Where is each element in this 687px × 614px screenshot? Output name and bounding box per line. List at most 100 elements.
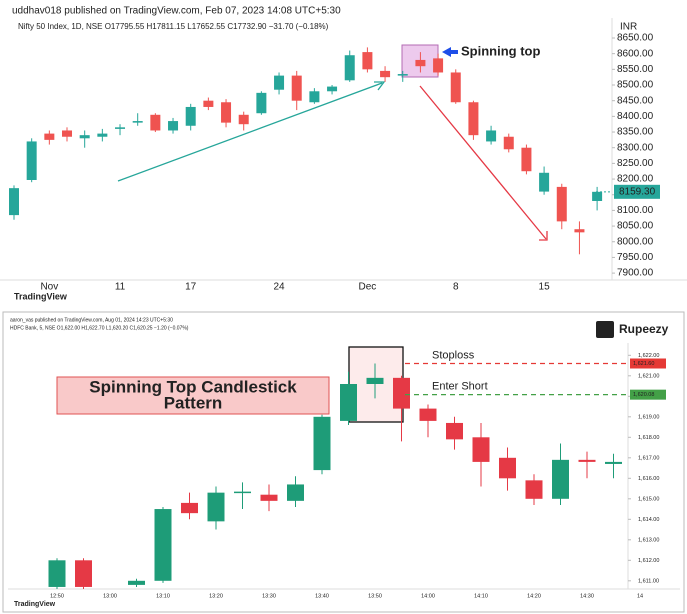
arrow-head [539,231,548,241]
chart-title: aaron_vas published on TradingView.com, … [10,317,173,323]
candle-body [419,408,437,421]
x-tick-label: 13:30 [262,593,276,599]
candle-body [380,70,391,78]
y-axis-label: INR [620,22,637,33]
candle-body [574,229,585,233]
candle-body [221,102,232,123]
x-tick-label: 17 [185,282,197,293]
y-tick-label: 7900.00 [617,268,654,279]
y-tick-label: 8600.00 [617,48,654,59]
candle-body [203,100,214,107]
x-tick-label: 14:10 [474,593,488,599]
candle-body [313,416,331,471]
candle-body [287,484,304,501]
x-tick-label: 14:30 [580,593,594,599]
annotation: Spinning top [461,43,540,58]
candle-body [521,147,532,172]
price-tag [614,184,660,199]
x-tick-label: 11 [115,282,126,293]
candle-body [499,457,516,479]
annotation-box [56,376,330,415]
y-tick-label: 1,621.00 [638,373,659,379]
annotation: Pattern [164,393,223,412]
candle-body [362,52,373,70]
y-tick-label: 8000.00 [617,236,654,247]
candle-body [44,133,55,140]
y-tick-label: 8250.00 [617,158,654,169]
candle-body [578,459,596,462]
brand: Rupeezy [619,322,669,336]
level-label: 1,621.60 [633,361,654,367]
y-tick-label: 1,619.00 [638,414,659,420]
x-tick-label: 12:50 [50,593,64,599]
y-tick-label: 8050.00 [617,221,654,232]
candle-body [450,72,461,103]
x-tick-label: 14 [637,593,643,599]
candle-body [150,114,161,131]
arrow-icon [442,47,458,57]
candle-body [309,91,320,103]
y-tick-label: 1,618.00 [638,435,659,441]
candle-body [433,58,444,73]
x-tick-label: 14:20 [527,593,541,599]
x-tick-label: 13:20 [209,593,223,599]
x-tick-label: 13:40 [315,593,329,599]
candle-body [62,130,73,137]
candle-body [397,74,408,76]
level-label: 1,620.08 [633,392,654,398]
chart-title: uddhav018 published on TradingView.com, … [12,6,341,17]
candle-body [340,384,357,421]
y-tick-label: 8300.00 [617,142,654,153]
trend-arrow [419,85,547,240]
y-tick-label: 1,616.00 [638,476,659,482]
y-tick-label: 1,612.00 [638,558,659,564]
y-tick-label: 1,622.00 [638,353,659,359]
y-tick-label: 8350.00 [617,127,654,138]
x-tick-label: 8 [453,282,459,293]
x-tick-label: 13:10 [156,593,170,599]
price-tag [630,389,666,400]
y-tick-label: 1,615.00 [638,496,659,502]
candle-body [185,106,196,126]
candle-body [344,55,355,81]
arrow-head [374,81,386,91]
candle-body [366,377,384,384]
x-tick-label: 14:00 [421,593,435,599]
candle-body [128,580,145,585]
candle-body [115,127,126,129]
candle-body [525,480,543,499]
panel [2,311,685,613]
candle-body [446,422,463,440]
candle-body [393,377,410,409]
candle-body [256,92,267,114]
level-name: Enter Short [432,381,488,393]
y-tick-label: 1,613.00 [638,537,659,543]
annotation: Spinning Top Candlestick [89,377,297,396]
y-tick-label: 8500.00 [617,80,654,91]
chart-subtitle: HDFC Bank, 5, NSE O1,622.00 H1,622.70 L1… [10,325,189,331]
candle-body [605,461,622,464]
y-tick-label: 8400.00 [617,111,654,122]
candle-body [274,75,285,90]
y-tick-label: 8650.00 [617,33,654,44]
candle-body [234,491,251,494]
candle-body [207,492,225,522]
candle-body [132,121,143,123]
y-tick-label: 1,617.00 [638,455,659,461]
x-tick-label: 13:00 [103,593,117,599]
y-tick-label: 8100.00 [617,205,654,216]
candle-body [472,437,490,462]
candle-body [468,102,479,136]
x-tick-label: 24 [273,282,285,293]
candle-body [238,114,249,125]
x-tick-label: Dec [359,282,377,293]
candle-body [48,560,66,587]
logo-icon [596,321,614,338]
candle-body [539,172,550,192]
x-tick-label: 13:50 [368,593,382,599]
y-tick-label: 8550.00 [617,64,654,75]
candle-body [327,86,338,92]
candle-body [291,75,302,101]
